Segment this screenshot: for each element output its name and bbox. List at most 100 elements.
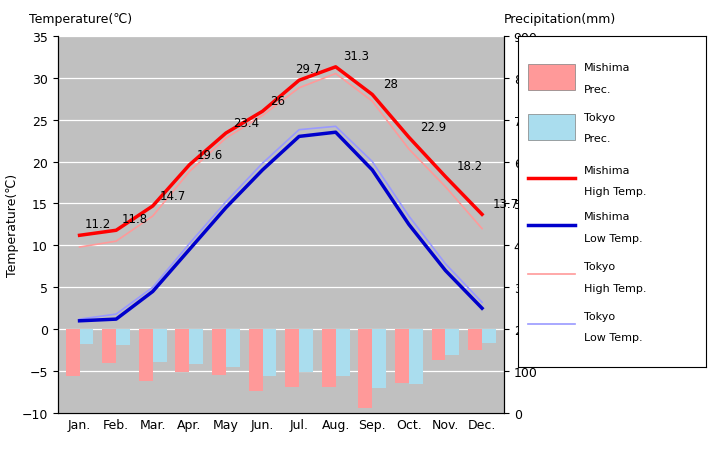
- Tokyo
High Temp.: [258, 113, 267, 119]
- Tokyo
Low Temp.: [185, 241, 194, 247]
- FancyBboxPatch shape: [528, 114, 575, 141]
- Tokyo
Low Temp.: [148, 285, 157, 291]
- Text: Prec.: Prec.: [584, 134, 611, 144]
- Text: Tokyo: Tokyo: [584, 311, 615, 321]
- Text: Mishima: Mishima: [584, 166, 631, 175]
- Text: Low Temp.: Low Temp.: [584, 233, 642, 243]
- Tokyo
High Temp.: [75, 245, 84, 250]
- Bar: [322, 330, 336, 387]
- Tokyo
High Temp.: [185, 169, 194, 175]
- Bar: [226, 330, 240, 368]
- Tokyo
Low Temp.: [441, 262, 450, 267]
- Text: 11.2: 11.2: [85, 218, 112, 231]
- Tokyo
Low Temp.: [478, 300, 487, 305]
- Bar: [176, 330, 189, 373]
- Tokyo
High Temp.: [441, 185, 450, 190]
- Mishima
Low Temp.: [112, 317, 120, 322]
- Mishima
High Temp.: [368, 93, 377, 98]
- Bar: [212, 330, 226, 375]
- Mishima
High Temp.: [294, 78, 303, 84]
- Bar: [153, 330, 166, 362]
- Bar: [248, 330, 263, 392]
- Bar: [409, 330, 423, 384]
- Tokyo
Low Temp.: [258, 161, 267, 167]
- Mishima
High Temp.: [112, 228, 120, 234]
- Bar: [102, 330, 116, 363]
- FancyBboxPatch shape: [528, 65, 575, 91]
- Line: Mishima
Low Temp.: Mishima Low Temp.: [79, 133, 482, 321]
- Mishima
Low Temp.: [258, 168, 267, 174]
- Text: Low Temp.: Low Temp.: [584, 332, 642, 342]
- Mishima
Low Temp.: [405, 222, 413, 228]
- Text: 11.8: 11.8: [122, 213, 148, 226]
- Text: Prec.: Prec.: [584, 84, 611, 95]
- Tokyo
Low Temp.: [294, 128, 303, 133]
- Text: 19.6: 19.6: [197, 148, 223, 162]
- Mishima
High Temp.: [478, 212, 487, 218]
- Bar: [395, 330, 409, 383]
- Tokyo
High Temp.: [148, 214, 157, 219]
- Tokyo
High Temp.: [112, 239, 120, 244]
- Tokyo
High Temp.: [478, 226, 487, 232]
- Mishima
Low Temp.: [75, 319, 84, 324]
- Text: 28: 28: [383, 78, 398, 91]
- Mishima
High Temp.: [185, 163, 194, 168]
- Bar: [372, 330, 386, 388]
- Tokyo
High Temp.: [294, 86, 303, 91]
- Text: 22.9: 22.9: [420, 121, 446, 134]
- Bar: [336, 330, 350, 376]
- Tokyo
Low Temp.: [75, 317, 84, 322]
- Tokyo
High Temp.: [368, 99, 377, 105]
- Text: 29.7: 29.7: [295, 63, 322, 76]
- Bar: [116, 330, 130, 345]
- Bar: [66, 330, 79, 376]
- Mishima
High Temp.: [148, 204, 157, 209]
- Bar: [482, 330, 496, 344]
- Line: Tokyo
High Temp.: Tokyo High Temp.: [79, 74, 482, 247]
- Text: 18.2: 18.2: [456, 160, 482, 173]
- Tokyo
High Temp.: [405, 147, 413, 152]
- Tokyo
Low Temp.: [222, 200, 230, 205]
- Line: Tokyo
Low Temp.: Tokyo Low Temp.: [79, 127, 482, 319]
- Mishima
High Temp.: [258, 109, 267, 115]
- Text: Mishima: Mishima: [584, 212, 631, 222]
- Mishima
Low Temp.: [185, 247, 194, 253]
- Mishima
High Temp.: [405, 135, 413, 140]
- Text: Tokyo: Tokyo: [584, 262, 615, 271]
- Mishima
High Temp.: [441, 174, 450, 180]
- Tokyo
High Temp.: [222, 136, 230, 141]
- Text: 14.7: 14.7: [160, 190, 186, 202]
- Bar: [263, 330, 276, 376]
- Bar: [446, 330, 459, 355]
- Tokyo
Low Temp.: [368, 159, 377, 165]
- Mishima
Low Temp.: [148, 289, 157, 295]
- Bar: [468, 330, 482, 350]
- Bar: [431, 330, 446, 361]
- Tokyo
Low Temp.: [405, 214, 413, 219]
- Text: High Temp.: High Temp.: [584, 283, 647, 293]
- Text: Precipitation(mm): Precipitation(mm): [504, 13, 616, 26]
- Text: 23.4: 23.4: [233, 117, 259, 129]
- Text: 13.7: 13.7: [493, 198, 519, 211]
- Y-axis label: Temperature(℃): Temperature(℃): [6, 174, 19, 276]
- Text: Mishima: Mishima: [584, 63, 631, 73]
- Mishima
High Temp.: [222, 131, 230, 136]
- Text: Tokyo: Tokyo: [584, 113, 615, 123]
- Line: Mishima
High Temp.: Mishima High Temp.: [79, 67, 482, 236]
- Bar: [285, 330, 299, 387]
- Mishima
Low Temp.: [368, 168, 377, 174]
- Mishima
Low Temp.: [222, 206, 230, 211]
- Mishima
Low Temp.: [441, 268, 450, 274]
- Text: High Temp.: High Temp.: [584, 187, 647, 197]
- Mishima
High Temp.: [331, 65, 340, 70]
- Tokyo
High Temp.: [331, 72, 340, 77]
- Bar: [189, 330, 203, 364]
- Mishima
Low Temp.: [478, 306, 487, 311]
- Bar: [139, 330, 153, 381]
- Y-axis label: Precipitation(mm): Precipitation(mm): [541, 169, 554, 281]
- Bar: [79, 330, 94, 344]
- Mishima
Low Temp.: [294, 134, 303, 140]
- Bar: [359, 330, 372, 408]
- Text: Temperature(℃): Temperature(℃): [29, 13, 132, 26]
- Mishima
Low Temp.: [331, 130, 340, 136]
